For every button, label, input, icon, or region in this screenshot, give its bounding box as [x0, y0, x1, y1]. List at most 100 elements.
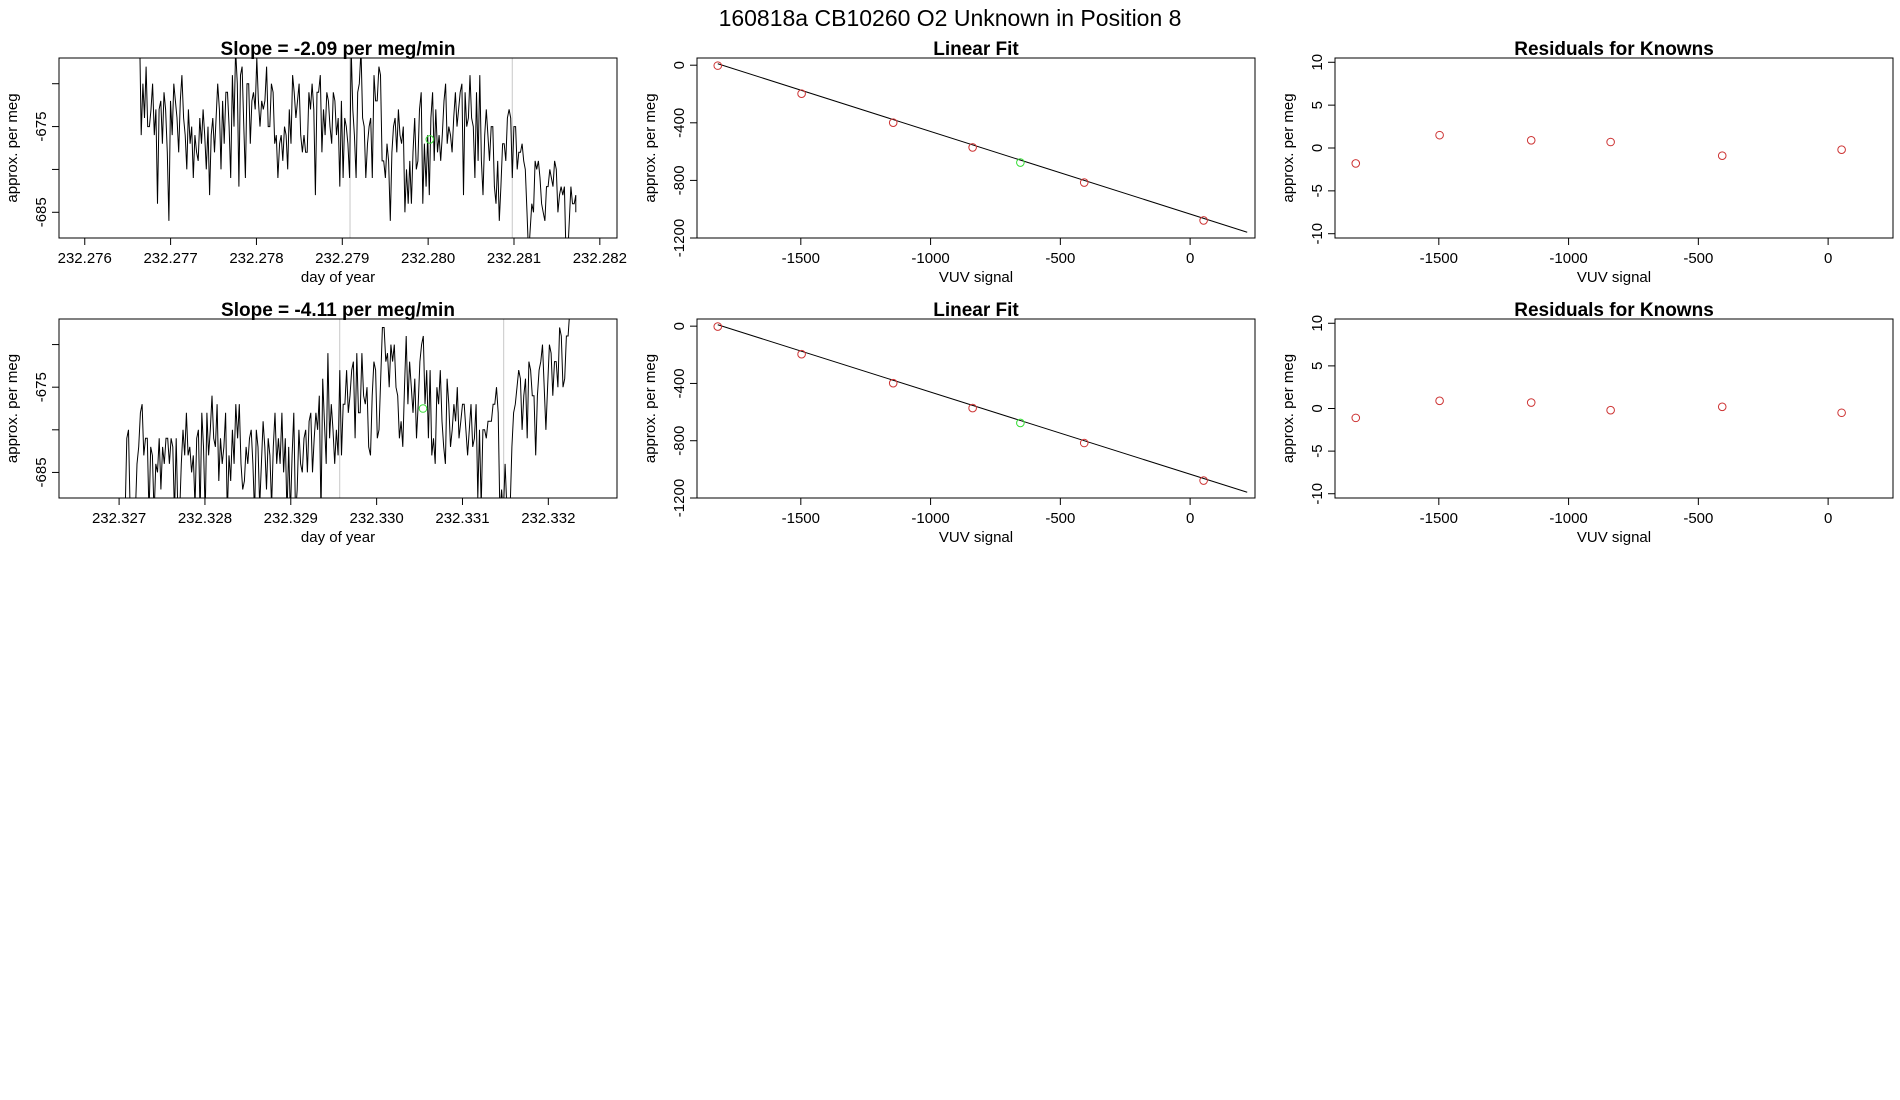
panel-1: Slope = -2.09 per meg/min 232.276 232.277 2…	[4, 39, 627, 286]
y-tick-label: 5	[1309, 101, 1326, 109]
y-tick-label: -10	[1309, 223, 1326, 245]
x-tick-label: -500	[1683, 250, 1713, 267]
plot-area	[713, 61, 1248, 233]
plot-frame	[696, 318, 1256, 499]
panel-title: Residuals for Knowns	[1514, 39, 1714, 60]
panels: Slope = -2.09 per meg/min 232.276 232.277 2…	[4, 39, 1894, 546]
y-tick-label: 5	[1309, 362, 1326, 370]
panel-title: Slope = -2.09 per meg/min	[221, 39, 456, 60]
x-tick-label: 0	[1186, 510, 1194, 527]
y-axis-label: approx. per meg	[4, 93, 21, 202]
plot-frame	[58, 57, 618, 239]
x-tick-label: 0	[1824, 510, 1832, 527]
x-tick-label: 232.276	[58, 250, 112, 267]
x-tick-label: 232.330	[350, 510, 404, 527]
known-point	[797, 89, 806, 99]
y-tick-label: -675	[33, 372, 50, 402]
y-tick-label: -800	[671, 426, 688, 456]
panel-title: Linear Fit	[933, 300, 1019, 321]
known-point	[968, 143, 977, 152]
y-tick-label: -800	[671, 165, 688, 195]
y-tick-label: 10	[1309, 54, 1326, 71]
figure-title: 160818a CB10260 O2 Unknown in Position 8	[719, 5, 1182, 31]
known-point	[1717, 402, 1727, 412]
known-point	[1435, 130, 1444, 140]
panel-title: Residuals for Knowns	[1514, 300, 1714, 321]
y-axis-label: approx. per meg	[642, 93, 659, 202]
x-tick-label: 232.280	[401, 250, 455, 267]
x-tick-label: -1000	[911, 250, 949, 267]
known-point	[1079, 178, 1089, 187]
panel-2: Linear Fit -1500 -1000 -500 0 0 -400 -800 -1200 V…	[642, 39, 1256, 286]
fit-line	[717, 63, 1248, 233]
x-axis-label: day of year	[301, 269, 375, 286]
x-tick-label: -1500	[782, 510, 820, 527]
x-tick-label: 232.328	[178, 510, 232, 527]
x-tick-label: 232.281	[487, 250, 541, 267]
plot-area	[124, 319, 570, 498]
fit-line	[717, 324, 1248, 493]
plot-frame	[1334, 57, 1894, 239]
panel-6: Residuals for Knowns -1500 -1000 -500 0 10 5 0 -…	[1280, 300, 1894, 546]
known-point	[1526, 398, 1536, 407]
x-tick-label: -1000	[1549, 510, 1587, 527]
known-point	[1079, 438, 1089, 448]
y-tick-label: -1200	[671, 479, 688, 517]
panel-title: Slope = -4.11 per meg/min	[221, 300, 455, 321]
y-tick-label: -400	[671, 368, 688, 398]
y-tick-label: -685	[33, 457, 50, 487]
x-tick-label: -1500	[782, 250, 820, 267]
panel-3: Residuals for Knowns -1500 -1000 -500 0 10 5 0 -…	[1280, 39, 1894, 286]
plot-frame	[58, 318, 618, 499]
plot-area	[1351, 130, 1846, 168]
known-point	[713, 61, 723, 70]
known-point	[888, 118, 898, 127]
y-tick-label: 0	[1309, 404, 1326, 412]
y-tick-label: -1200	[671, 219, 688, 257]
y-tick-label: 0	[671, 61, 688, 69]
panel-5: Linear Fit -1500 -1000 -500 0 0 -400 -800 -1200 V…	[642, 300, 1256, 546]
y-tick-label: 0	[671, 322, 688, 330]
plot-area	[1351, 396, 1846, 423]
y-axis-label: approx. per meg	[4, 354, 21, 463]
known-point	[713, 322, 723, 331]
unknown-point	[1016, 158, 1025, 167]
x-axis-label: VUV signal	[939, 269, 1013, 286]
series-line	[139, 58, 577, 238]
x-tick-label: 232.277	[143, 250, 197, 267]
plot-area	[713, 322, 1248, 493]
known-point	[1199, 216, 1208, 225]
unknown-point	[418, 404, 428, 413]
unknown-point	[1016, 418, 1025, 428]
x-tick-label: 232.331	[435, 510, 489, 527]
known-point	[1351, 413, 1361, 423]
known-point	[1717, 151, 1727, 161]
x-tick-label: -1500	[1420, 510, 1458, 527]
y-axis-label: approx. per meg	[1280, 354, 1297, 463]
known-point	[1526, 135, 1536, 145]
known-point	[968, 403, 977, 413]
known-point	[1606, 137, 1615, 147]
x-tick-label: 232.279	[315, 250, 369, 267]
y-tick-label: -10	[1309, 483, 1326, 505]
known-point	[888, 378, 898, 388]
x-tick-label: -500	[1045, 250, 1075, 267]
plot-frame	[696, 57, 1256, 239]
known-point	[1837, 145, 1846, 155]
x-tick-label: -500	[1045, 510, 1075, 527]
known-point	[1606, 405, 1615, 415]
x-axis-label: day of year	[301, 529, 375, 546]
x-tick-label: 232.332	[521, 510, 575, 527]
x-tick-label: -1000	[1549, 250, 1587, 267]
y-axis-label: approx. per meg	[1280, 93, 1297, 202]
known-point	[1435, 396, 1444, 406]
panel-title: Linear Fit	[933, 39, 1019, 60]
x-tick-label: -1500	[1420, 250, 1458, 267]
x-axis-label: VUV signal	[1577, 269, 1651, 286]
series-line	[124, 319, 570, 498]
x-tick-label: -500	[1683, 510, 1713, 527]
plot-area	[139, 58, 577, 238]
y-tick-label: 10	[1309, 315, 1326, 332]
known-point	[797, 349, 806, 359]
